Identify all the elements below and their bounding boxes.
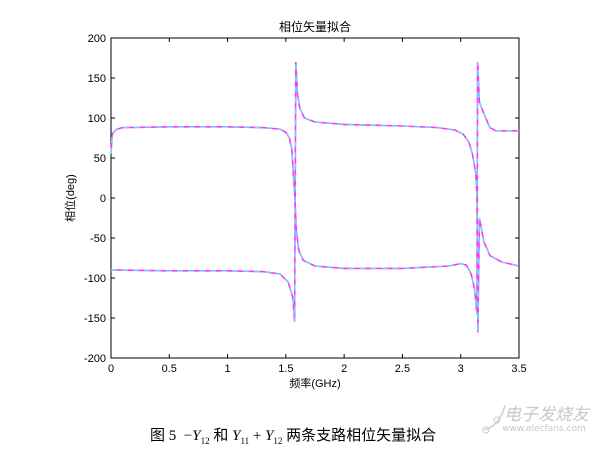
caption-sub: 12 (200, 436, 210, 446)
watermark-name: 电子发烧友 (504, 405, 589, 425)
x-tick-label: 2.5 (395, 363, 410, 375)
caption-minus: − (183, 428, 193, 444)
x-tick-label: 1 (225, 363, 231, 375)
caption-sub: 12 (273, 436, 283, 446)
chart-title: 相位矢量拟合 (279, 19, 351, 34)
x-tick-label: 3.5 (511, 363, 526, 375)
y-tick-label: -200 (84, 353, 106, 365)
y-tick-label: -100 (84, 273, 106, 285)
x-tick-label: 0.5 (162, 363, 177, 375)
plot-area: 0 0.5 1 1.5 2 2.5 3 3.5 200 150 100 50 0 -50 -100 -150 -… (84, 33, 527, 375)
fitted-line-2 (110, 61, 520, 333)
x-tick-label: 2 (341, 363, 347, 375)
axes-box (110, 37, 520, 359)
y-tick-label: 0 (100, 193, 106, 205)
caption-prefix: 图 5 (150, 428, 177, 444)
caption-y: Y (232, 428, 241, 444)
x-tick-label: 1.5 (278, 363, 293, 375)
x-tick-label: 3 (458, 363, 464, 375)
caption-y: Y (265, 428, 274, 444)
x-tick-label: 0 (108, 363, 114, 375)
fitted-line-1 (110, 61, 519, 315)
y-tick-label: 50 (94, 153, 106, 165)
caption-y: Y (192, 428, 201, 444)
caption-sub: 11 (240, 436, 250, 446)
watermark-icon (482, 404, 506, 434)
y-tick-label: -50 (90, 233, 106, 245)
y-axis-label: 相位(deg) (63, 174, 77, 222)
x-axis-label: 频率(GHz) (289, 376, 340, 390)
figure-caption: 图 5 −Y12 和 Y11 + Y12 两条支路相位矢量拟合 (150, 424, 436, 446)
caption-text: 两条支路相位矢量拟合 (286, 428, 437, 444)
phase-chart: 相位矢量拟合 0 0.5 1 1.5 2 2.5 3 3.5 200 150 100 50 0 -50 -1… (63, 19, 527, 390)
y-tick-label: 100 (88, 113, 106, 125)
y-tick-label: 200 (88, 33, 106, 45)
caption-plus: + (252, 428, 262, 444)
y-tick-label: 150 (88, 73, 106, 85)
y-tick-label: -150 (84, 313, 106, 325)
watermark-url: www.elecfans.com (502, 424, 586, 434)
caption-and: 和 (213, 428, 229, 444)
